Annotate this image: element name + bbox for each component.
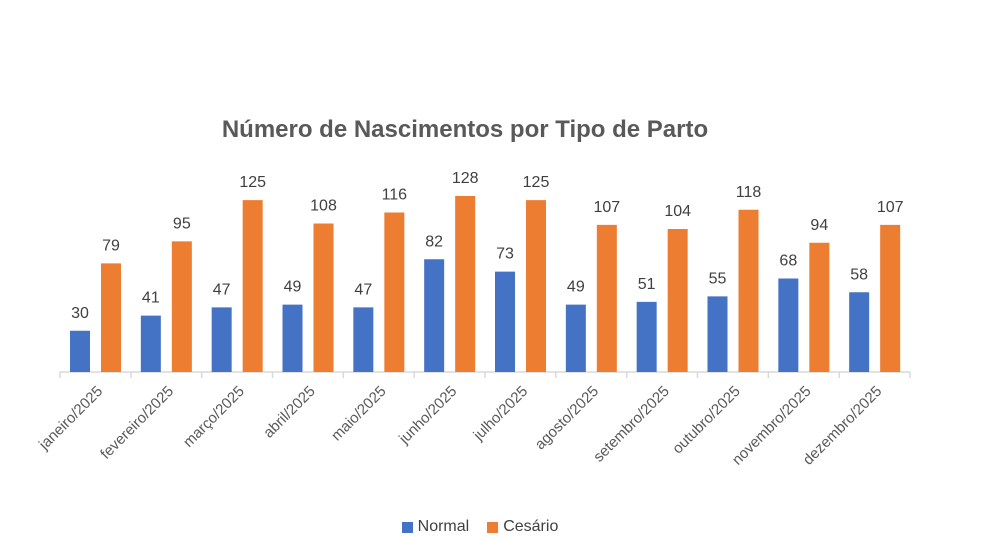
bar-cesario — [809, 242, 830, 372]
data-label-normal: 30 — [71, 305, 89, 322]
chart-title: Número de Nascimentos por Tipo de Parto — [221, 116, 709, 143]
data-label-normal: 51 — [638, 276, 656, 293]
x-tick-label: junho/2025 — [395, 383, 460, 448]
legend: Normal Cesário — [0, 518, 960, 536]
bar-normal — [495, 271, 515, 372]
legend-swatch-normal — [401, 521, 413, 533]
bar-cesario — [171, 241, 192, 372]
legend-swatch-cesario — [487, 521, 499, 533]
data-label-normal: 47 — [213, 281, 231, 298]
bar-cesario — [384, 212, 405, 372]
x-tick-label: janeiro/2025 — [35, 383, 106, 454]
bar-normal — [211, 307, 232, 372]
bar-normal — [849, 292, 870, 372]
data-label-normal: 47 — [354, 281, 372, 298]
data-label-cesario: 118 — [736, 184, 762, 201]
x-tick-label: agosto/2025 — [532, 383, 602, 453]
x-tick-label: julho/2025 — [470, 383, 532, 445]
bar-cesario — [596, 224, 617, 372]
x-tick-label: maio/2025 — [328, 383, 390, 445]
data-label-normal: 73 — [496, 246, 514, 263]
data-label-cesario: 128 — [452, 170, 479, 187]
data-label-normal: 82 — [425, 233, 443, 250]
bar-normal — [353, 307, 374, 372]
data-label-normal: 55 — [709, 270, 727, 287]
bar-normal — [778, 278, 799, 372]
bar-normal — [70, 330, 90, 372]
bar-normal — [565, 304, 586, 372]
legend-item-cesario: Cesário — [487, 518, 558, 536]
legend-label-cesario: Cesário — [503, 518, 559, 535]
data-label-cesario: 107 — [593, 199, 620, 216]
bar-normal — [282, 304, 303, 372]
data-label-cesario: 116 — [382, 187, 408, 204]
legend-label-normal: Normal — [417, 518, 470, 535]
bar-normal — [424, 259, 445, 372]
x-tick-label: abril/2025 — [260, 383, 319, 442]
legend-item-normal: Normal — [401, 518, 470, 536]
bar-cesario — [880, 224, 901, 372]
bar-normal — [636, 301, 657, 372]
data-label-cesario: 104 — [664, 203, 691, 220]
bar-cesario — [242, 200, 263, 372]
data-label-cesario: 108 — [310, 198, 337, 215]
data-label-normal: 49 — [567, 279, 585, 296]
x-tick-label: outubro/2025 — [669, 383, 744, 458]
data-label-normal: 49 — [284, 279, 302, 296]
bar-normal — [707, 296, 728, 372]
data-label-cesario: 125 — [523, 174, 550, 191]
data-label-cesario: 125 — [239, 174, 266, 191]
data-label-cesario: 107 — [877, 199, 904, 216]
bar-cesario — [526, 200, 546, 372]
bar-cesario — [455, 196, 476, 372]
data-label-normal: 68 — [779, 253, 797, 270]
bar-cesario — [313, 223, 334, 372]
data-label-cesario: 79 — [102, 237, 120, 254]
data-label-normal: 58 — [850, 266, 868, 283]
bar-cesario — [738, 209, 759, 372]
bar-cesario — [667, 229, 688, 372]
data-label-cesario: 95 — [173, 215, 191, 232]
x-tick-label: março/2025 — [180, 383, 248, 451]
x-tick-label: setembro/2025 — [590, 383, 673, 466]
x-tick-label: fevereiro/2025 — [97, 383, 177, 463]
data-label-cesario: 94 — [810, 217, 828, 234]
bar-normal — [140, 315, 161, 372]
bar-cesario — [101, 263, 121, 372]
data-label-normal: 41 — [142, 290, 160, 307]
